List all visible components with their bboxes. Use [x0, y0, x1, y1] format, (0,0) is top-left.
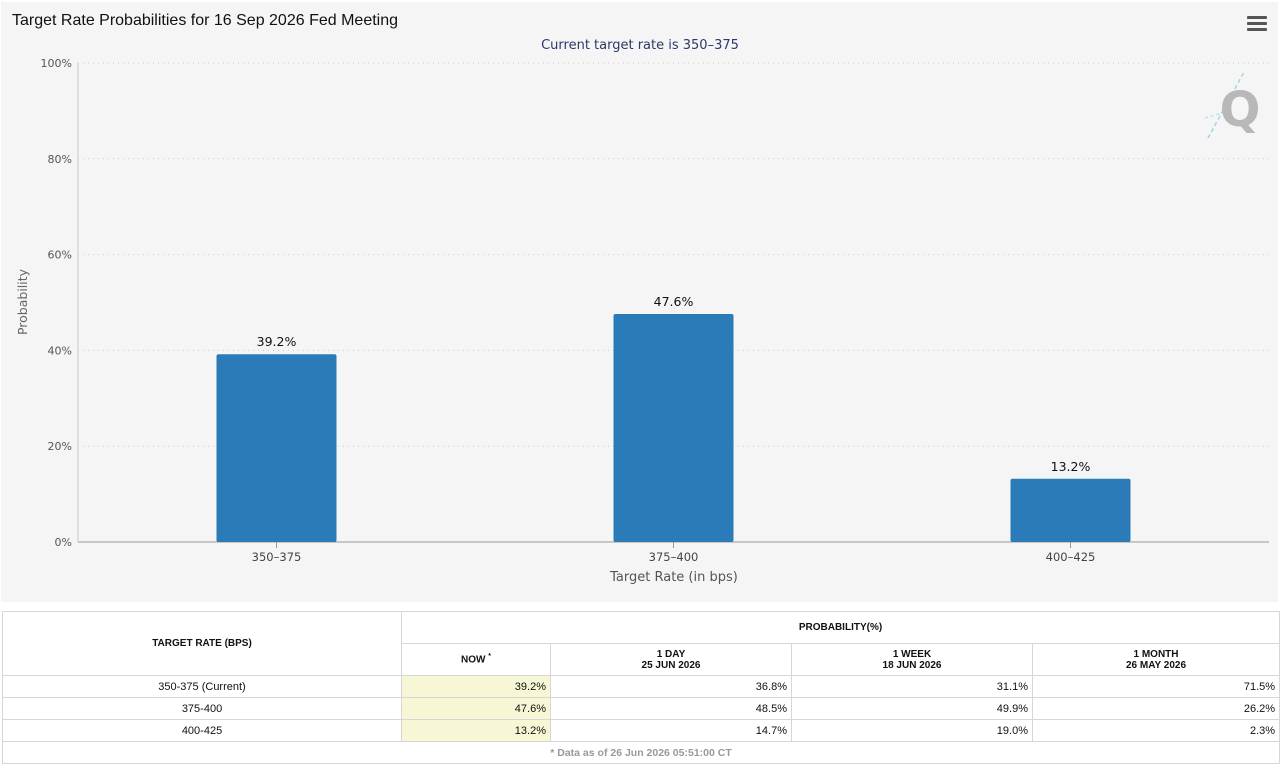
x-tick-label: 350–375: [252, 550, 302, 564]
cell-1-week: 31.1%: [791, 675, 1033, 698]
cell-1-day: 48.5%: [550, 697, 792, 720]
data-timestamp-footnote: * Data as of 26 Jun 2026 05:51:00 CT: [1, 741, 1281, 764]
chart-title: Target Rate Probabilities for 16 Sep 202…: [12, 12, 399, 29]
row-rate: 350-375 (Current): [2, 675, 402, 698]
bars: [216, 313, 1131, 542]
x-axis-ticks: 350–375 375–400 400–425: [252, 542, 1096, 564]
cell-1-month: 26.2%: [1031, 697, 1281, 720]
probability-table: TARGET RATE (BPS) PROBABILITY(%) NOW * 1…: [1, 611, 1281, 764]
cell-1-day: 14.7%: [550, 719, 792, 742]
y-tick-label: 60%: [48, 249, 72, 262]
y-axis-label: Probability: [15, 268, 30, 335]
cell-now: 13.2%: [401, 719, 551, 742]
data-labels: 39.2% 47.6% 13.2%: [257, 294, 1091, 474]
bar[interactable]: [613, 313, 734, 542]
y-tick-label: 0%: [55, 536, 72, 549]
cell-1-day: 36.8%: [550, 675, 792, 698]
bar[interactable]: [216, 354, 337, 542]
svg-text:Q: Q: [1220, 82, 1261, 138]
x-axis-label: Target Rate (in bps): [609, 570, 738, 585]
table-row: 350-375 (Current) 39.2% 36.8% 31.1% 71.5…: [2, 675, 1281, 698]
col-header-1-week: 1 WEEK 18 JUN 2026: [791, 643, 1033, 676]
cell-now: 39.2%: [401, 675, 551, 698]
y-tick-label: 20%: [48, 440, 72, 453]
col-header-1-month: 1 MONTH 26 MAY 2026: [1031, 643, 1281, 676]
x-tick-label: 375–400: [649, 550, 699, 564]
cell-1-week: 19.0%: [791, 719, 1033, 742]
x-tick-label: 400–425: [1046, 550, 1096, 564]
cell-1-month: 2.3%: [1031, 719, 1281, 742]
data-label: 47.6%: [654, 294, 694, 309]
q-logo-icon: Q: [1204, 71, 1261, 139]
col-header-now: NOW *: [401, 643, 551, 676]
bar[interactable]: [1010, 478, 1131, 542]
y-axis-ticks: 0% 20% 40% 60% 80% 100%: [41, 57, 72, 549]
header-probability: PROBABILITY(%): [400, 611, 1281, 644]
header-target-rate: TARGET RATE (BPS): [2, 611, 402, 676]
data-label: 39.2%: [257, 334, 297, 349]
table-row: 400-425 13.2% 14.7% 19.0% 2.3%: [2, 719, 1281, 742]
bar-chart: Q 0% 20% 40% 60% 80% 100% 39.2% 47.6% 13.2% 350…: [15, 57, 1269, 585]
data-label: 13.2%: [1051, 459, 1091, 474]
hamburger-menu-icon[interactable]: [1247, 16, 1267, 34]
y-tick-label: 100%: [41, 57, 72, 70]
y-tick-label: 80%: [48, 153, 72, 166]
row-rate: 375-400: [2, 697, 402, 720]
table-row: 375-400 47.6% 48.5% 49.9% 26.2%: [2, 697, 1281, 720]
y-tick-label: 40%: [48, 344, 72, 357]
cell-1-month: 71.5%: [1031, 675, 1281, 698]
row-rate: 400-425: [2, 719, 402, 742]
cell-1-week: 49.9%: [791, 697, 1033, 720]
col-header-1-day: 1 DAY 25 JUN 2026: [550, 643, 792, 676]
cell-now: 47.6%: [401, 697, 551, 720]
chart-subtitle: Current target rate is 350–375: [541, 38, 739, 53]
